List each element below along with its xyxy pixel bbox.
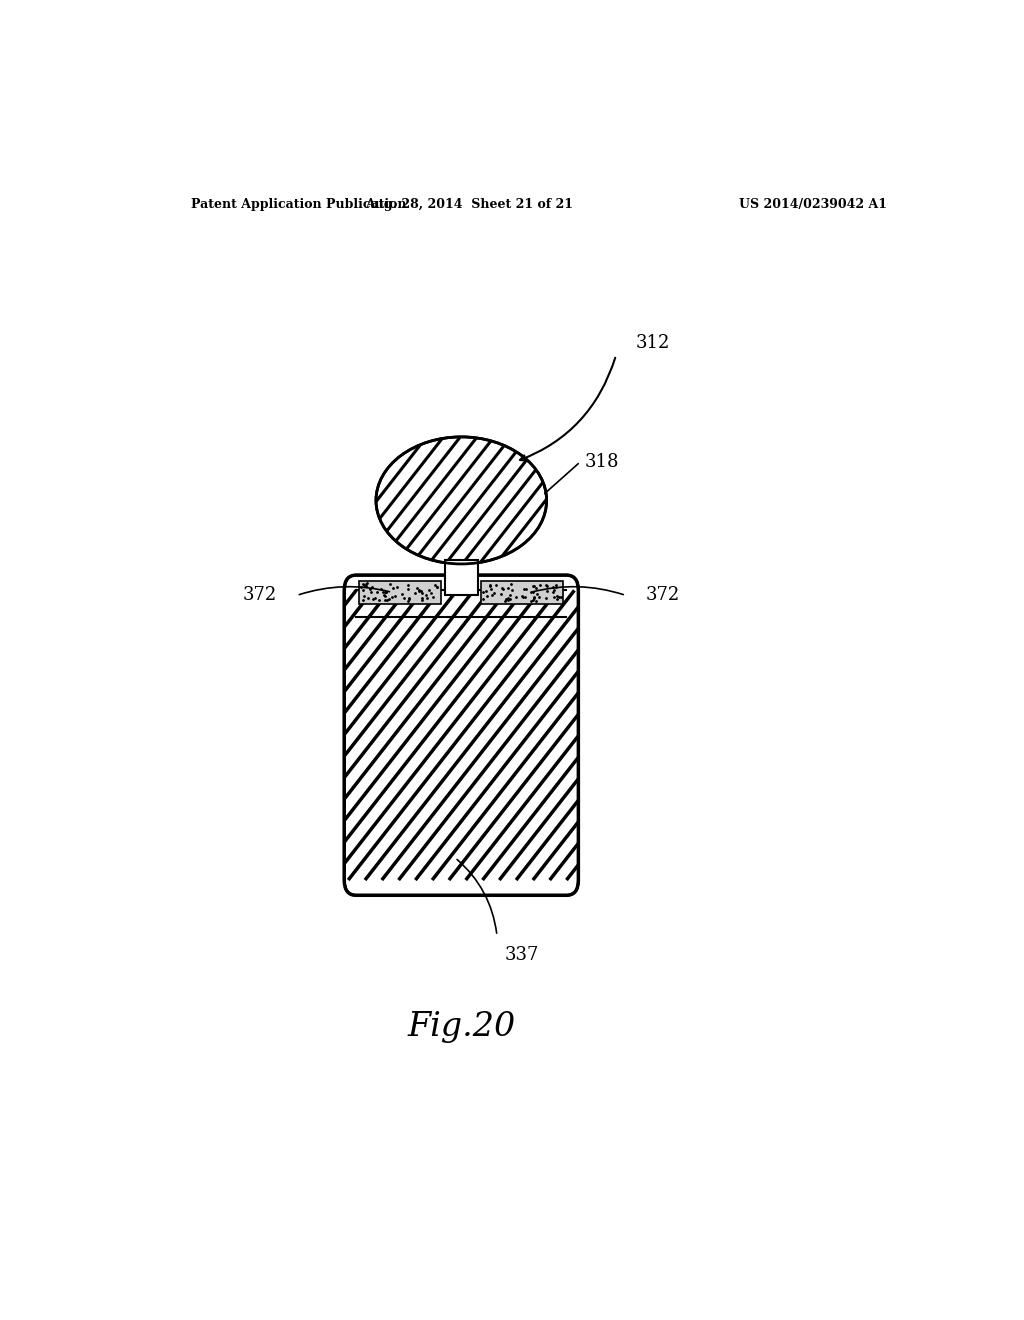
FancyBboxPatch shape [344, 576, 579, 895]
FancyBboxPatch shape [344, 576, 579, 895]
Text: 318: 318 [585, 453, 618, 471]
FancyBboxPatch shape [344, 576, 579, 895]
Text: 372: 372 [243, 586, 276, 605]
FancyBboxPatch shape [344, 576, 579, 895]
FancyBboxPatch shape [344, 576, 579, 895]
Text: Patent Application Publication: Patent Application Publication [191, 198, 407, 211]
Text: 372: 372 [646, 586, 680, 605]
FancyBboxPatch shape [344, 576, 579, 895]
Ellipse shape [376, 437, 547, 564]
FancyBboxPatch shape [344, 576, 579, 895]
FancyBboxPatch shape [344, 576, 579, 895]
Text: Aug. 28, 2014  Sheet 21 of 21: Aug. 28, 2014 Sheet 21 of 21 [366, 198, 573, 211]
Ellipse shape [376, 437, 547, 564]
Ellipse shape [376, 437, 547, 564]
FancyBboxPatch shape [344, 576, 579, 895]
Bar [359, 581, 441, 603]
FancyBboxPatch shape [344, 576, 579, 895]
FancyBboxPatch shape [344, 576, 579, 895]
Ellipse shape [376, 437, 547, 564]
Ellipse shape [376, 437, 547, 564]
Ellipse shape [376, 437, 547, 564]
Ellipse shape [376, 437, 547, 564]
FancyBboxPatch shape [344, 576, 579, 895]
Ellipse shape [376, 437, 547, 564]
Ellipse shape [376, 437, 547, 564]
Ellipse shape [376, 437, 547, 564]
FancyBboxPatch shape [344, 576, 579, 895]
Ellipse shape [376, 437, 547, 564]
FancyBboxPatch shape [344, 576, 579, 895]
FancyBboxPatch shape [344, 576, 579, 895]
Ellipse shape [376, 437, 547, 564]
FancyBboxPatch shape [344, 576, 579, 895]
FancyBboxPatch shape [344, 576, 579, 895]
FancyBboxPatch shape [344, 576, 579, 895]
FancyBboxPatch shape [344, 576, 579, 895]
FancyBboxPatch shape [344, 576, 579, 895]
Ellipse shape [376, 437, 547, 564]
Ellipse shape [376, 437, 547, 564]
FancyBboxPatch shape [344, 576, 579, 895]
FancyBboxPatch shape [344, 576, 579, 895]
FancyBboxPatch shape [344, 576, 579, 895]
Ellipse shape [376, 437, 547, 564]
Bar [444, 560, 478, 595]
Ellipse shape [376, 437, 547, 564]
FancyBboxPatch shape [344, 576, 579, 895]
Text: US 2014/0239042 A1: US 2014/0239042 A1 [739, 198, 887, 211]
Text: 337: 337 [505, 946, 540, 964]
Ellipse shape [376, 437, 547, 564]
Ellipse shape [376, 437, 547, 564]
FancyBboxPatch shape [344, 576, 579, 895]
Ellipse shape [376, 437, 547, 564]
FancyBboxPatch shape [344, 576, 579, 895]
Ellipse shape [376, 437, 547, 564]
FancyBboxPatch shape [344, 576, 579, 895]
Ellipse shape [376, 437, 547, 564]
FancyBboxPatch shape [344, 576, 579, 895]
FancyBboxPatch shape [344, 576, 579, 895]
FancyBboxPatch shape [344, 576, 579, 895]
FancyBboxPatch shape [344, 576, 579, 895]
Bar [481, 581, 563, 603]
FancyBboxPatch shape [344, 576, 579, 895]
FancyBboxPatch shape [344, 576, 579, 895]
Ellipse shape [376, 437, 547, 564]
Ellipse shape [376, 437, 547, 564]
FancyBboxPatch shape [344, 576, 579, 895]
FancyBboxPatch shape [344, 576, 579, 895]
FancyBboxPatch shape [344, 576, 579, 895]
Text: 312: 312 [636, 334, 671, 352]
Ellipse shape [376, 437, 547, 564]
Ellipse shape [376, 437, 547, 564]
Text: Fig.20: Fig.20 [408, 1011, 515, 1043]
FancyBboxPatch shape [344, 576, 579, 895]
FancyBboxPatch shape [344, 576, 579, 895]
FancyBboxPatch shape [344, 576, 579, 895]
FancyBboxPatch shape [344, 576, 579, 895]
